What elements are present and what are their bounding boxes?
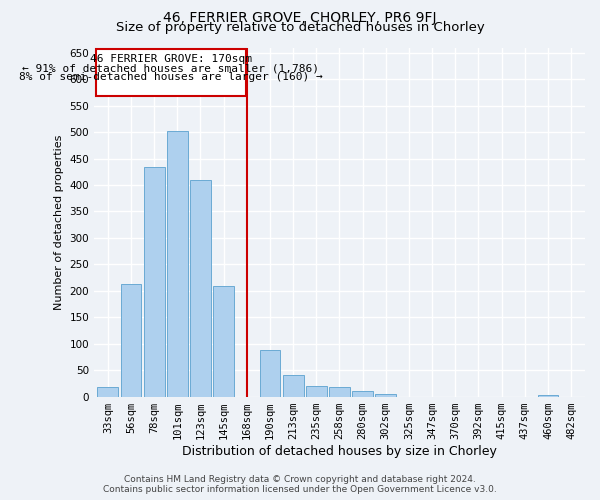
Bar [260,350,280,397]
Text: 46, FERRIER GROVE, CHORLEY, PR6 9FJ: 46, FERRIER GROVE, CHORLEY, PR6 9FJ [163,11,437,25]
Bar [538,395,559,396]
Text: 46 FERRIER GROVE: 170sqm: 46 FERRIER GROVE: 170sqm [90,54,252,64]
Text: ← 91% of detached houses are smaller (1,786): ← 91% of detached houses are smaller (1,… [22,64,319,74]
Bar [306,386,327,396]
Text: Size of property relative to detached houses in Chorley: Size of property relative to detached ho… [116,22,484,35]
Bar [329,387,350,396]
Text: 8% of semi-detached houses are larger (160) →: 8% of semi-detached houses are larger (1… [19,72,323,83]
Bar [97,387,118,396]
X-axis label: Distribution of detached houses by size in Chorley: Distribution of detached houses by size … [182,444,497,458]
Bar [190,180,211,396]
Bar [213,286,234,397]
Bar [167,130,188,396]
Bar [283,376,304,396]
Bar [96,48,245,96]
Y-axis label: Number of detached properties: Number of detached properties [54,134,64,310]
Bar [376,394,396,396]
Bar [121,284,142,397]
Text: Contains HM Land Registry data © Crown copyright and database right 2024.
Contai: Contains HM Land Registry data © Crown c… [103,474,497,494]
Bar [144,166,164,396]
Bar [352,392,373,396]
